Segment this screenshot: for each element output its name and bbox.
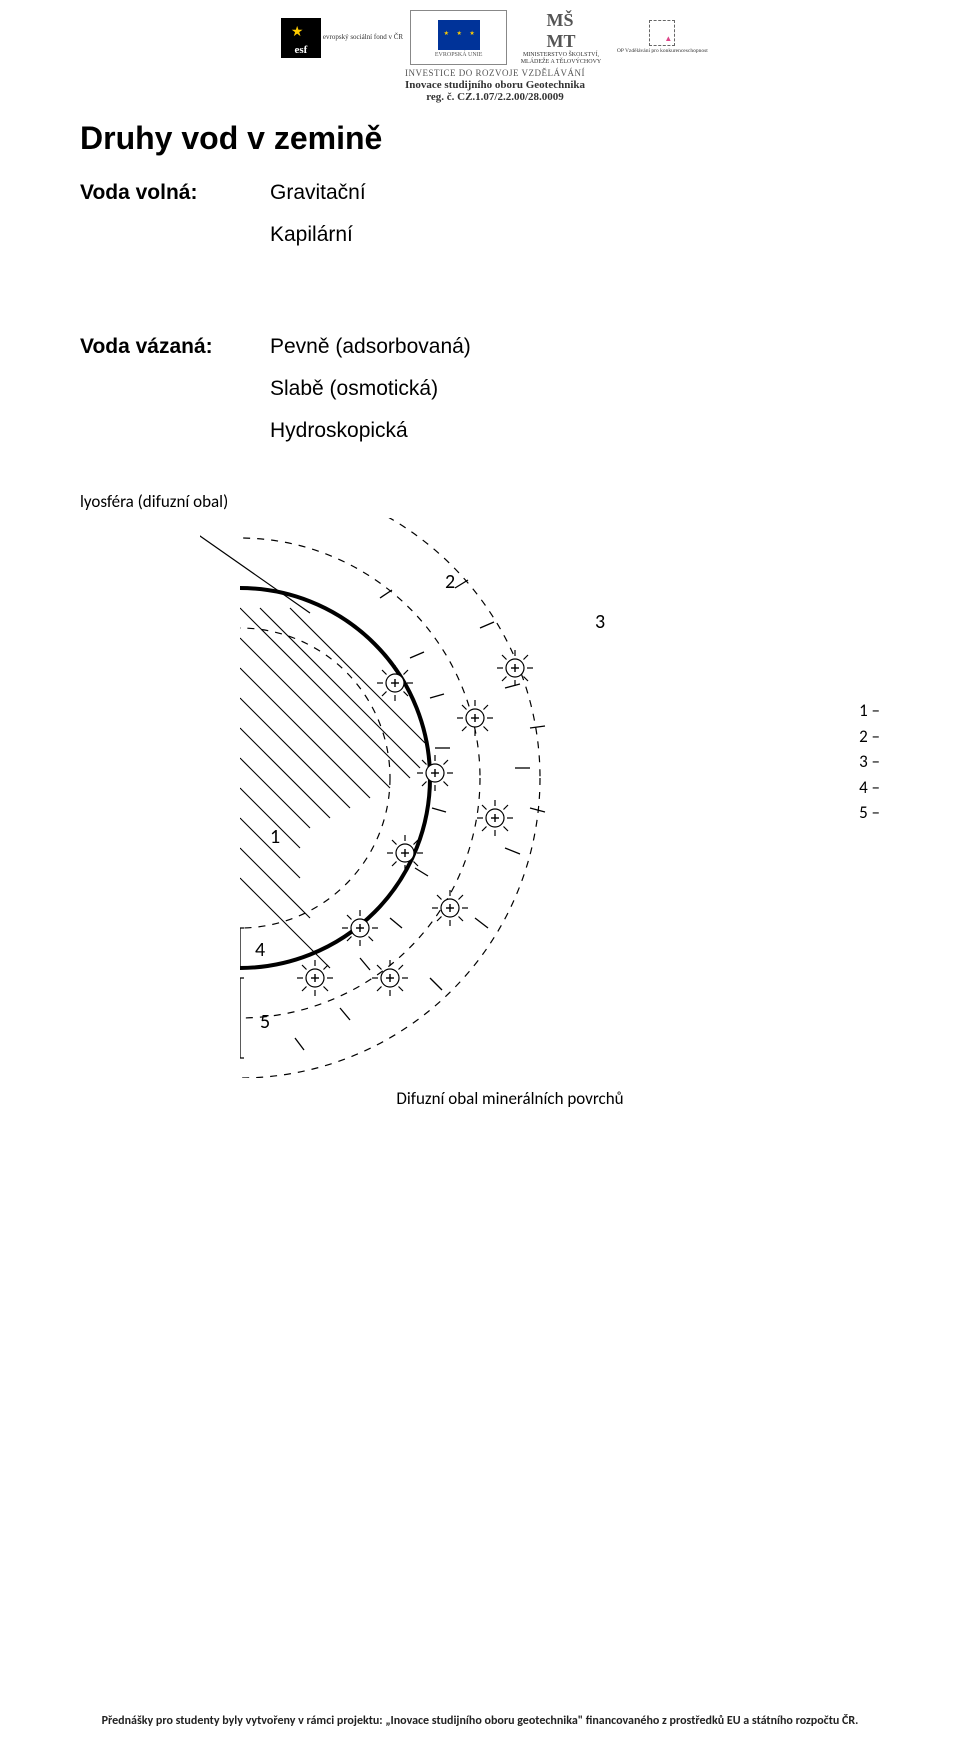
diagram-svg: 2 3 1 4 5 bbox=[200, 518, 840, 1078]
legend-2: 2 – bbox=[859, 724, 880, 750]
header-logo-strip: ★ esf evropský sociální fond v ČR EVROPS… bbox=[280, 10, 710, 65]
diagram-legend: 1 – 2 – 3 – 4 – 5 – bbox=[859, 698, 880, 826]
eu-text: EVROPSKÁ UNIE bbox=[435, 52, 483, 58]
value-slabe: Slabě (osmotická) bbox=[270, 377, 880, 401]
diagram-caption: Difuzní obal minerálních povrchů bbox=[140, 1088, 880, 1109]
legend-5: 5 – bbox=[859, 800, 880, 826]
op-text: OP Vzdělávání pro konkurenceschopnost bbox=[617, 48, 708, 54]
eu-flag-icon bbox=[438, 20, 480, 50]
row-voda-vazana: Voda vázaná: Pevně (adsorbovaná) bbox=[80, 335, 880, 359]
diagram: 2 3 1 4 5 1 – 2 – 3 – 4 – 5 – bbox=[200, 518, 840, 1078]
msmt-line2: MLÁDEŽE A TĚLOVÝCHOVY bbox=[521, 59, 602, 66]
esf-label: esf bbox=[295, 44, 308, 56]
label-voda-volna: Voda volná: bbox=[80, 181, 270, 205]
diag-num-3: 3 bbox=[595, 610, 605, 634]
reg-line: reg. č. CZ.1.07/2.2.00/28.0009 bbox=[280, 91, 710, 103]
diag-num-5: 5 bbox=[260, 1010, 270, 1034]
logo-op: OP Vzdělávání pro konkurenceschopnost bbox=[615, 10, 710, 65]
row-voda-volna: Voda volná: Gravitační bbox=[80, 181, 880, 205]
star-icon: ★ bbox=[291, 24, 304, 41]
value-hydro: Hydroskopická bbox=[270, 419, 880, 443]
logo-eu: EVROPSKÁ UNIE bbox=[410, 10, 507, 65]
legend-4: 4 – bbox=[859, 775, 880, 801]
page-title: Druhy vod v zemině bbox=[80, 120, 880, 157]
msmt-line1: MINISTERSTVO ŠKOLSTVÍ, bbox=[523, 52, 599, 59]
value-kapilarni: Kapilární bbox=[270, 223, 880, 247]
esf-black-box: ★ esf bbox=[281, 18, 321, 58]
project-line: Inovace studijního oboru Geotechnika bbox=[280, 79, 710, 91]
diag-num-1: 1 bbox=[270, 825, 280, 849]
legend-3: 3 – bbox=[859, 749, 880, 775]
value-gravitacni: Gravitační bbox=[270, 181, 366, 205]
sub-header: INVESTICE DO ROZVOJE VZDĚLÁVÁNÍ Inovace … bbox=[280, 68, 710, 103]
value-pevne: Pevně (adsorbovaná) bbox=[270, 335, 471, 359]
label-voda-vazana: Voda vázaná: bbox=[80, 335, 270, 359]
esf-text: evropský sociální fond v ČR bbox=[323, 34, 403, 41]
diag-num-4: 4 bbox=[255, 938, 265, 962]
logo-esf: ★ esf evropský sociální fond v ČR bbox=[280, 10, 404, 65]
op-square-icon bbox=[649, 20, 675, 46]
diagram-upper-label: lyosféra (difuzní obal) bbox=[80, 491, 880, 512]
diag-num-2: 2 bbox=[445, 570, 455, 594]
footer-text: Přednášky pro studenty byly vytvořeny v … bbox=[0, 1714, 960, 1728]
logo-msmt: MŠMT MINISTERSTVO ŠKOLSTVÍ, MLÁDEŽE A TĚ… bbox=[513, 10, 608, 65]
invest-line: INVESTICE DO ROZVOJE VZDĚLÁVÁNÍ bbox=[280, 68, 710, 78]
msmt-icon: MŠMT bbox=[546, 10, 575, 52]
legend-1: 1 – bbox=[859, 698, 880, 724]
